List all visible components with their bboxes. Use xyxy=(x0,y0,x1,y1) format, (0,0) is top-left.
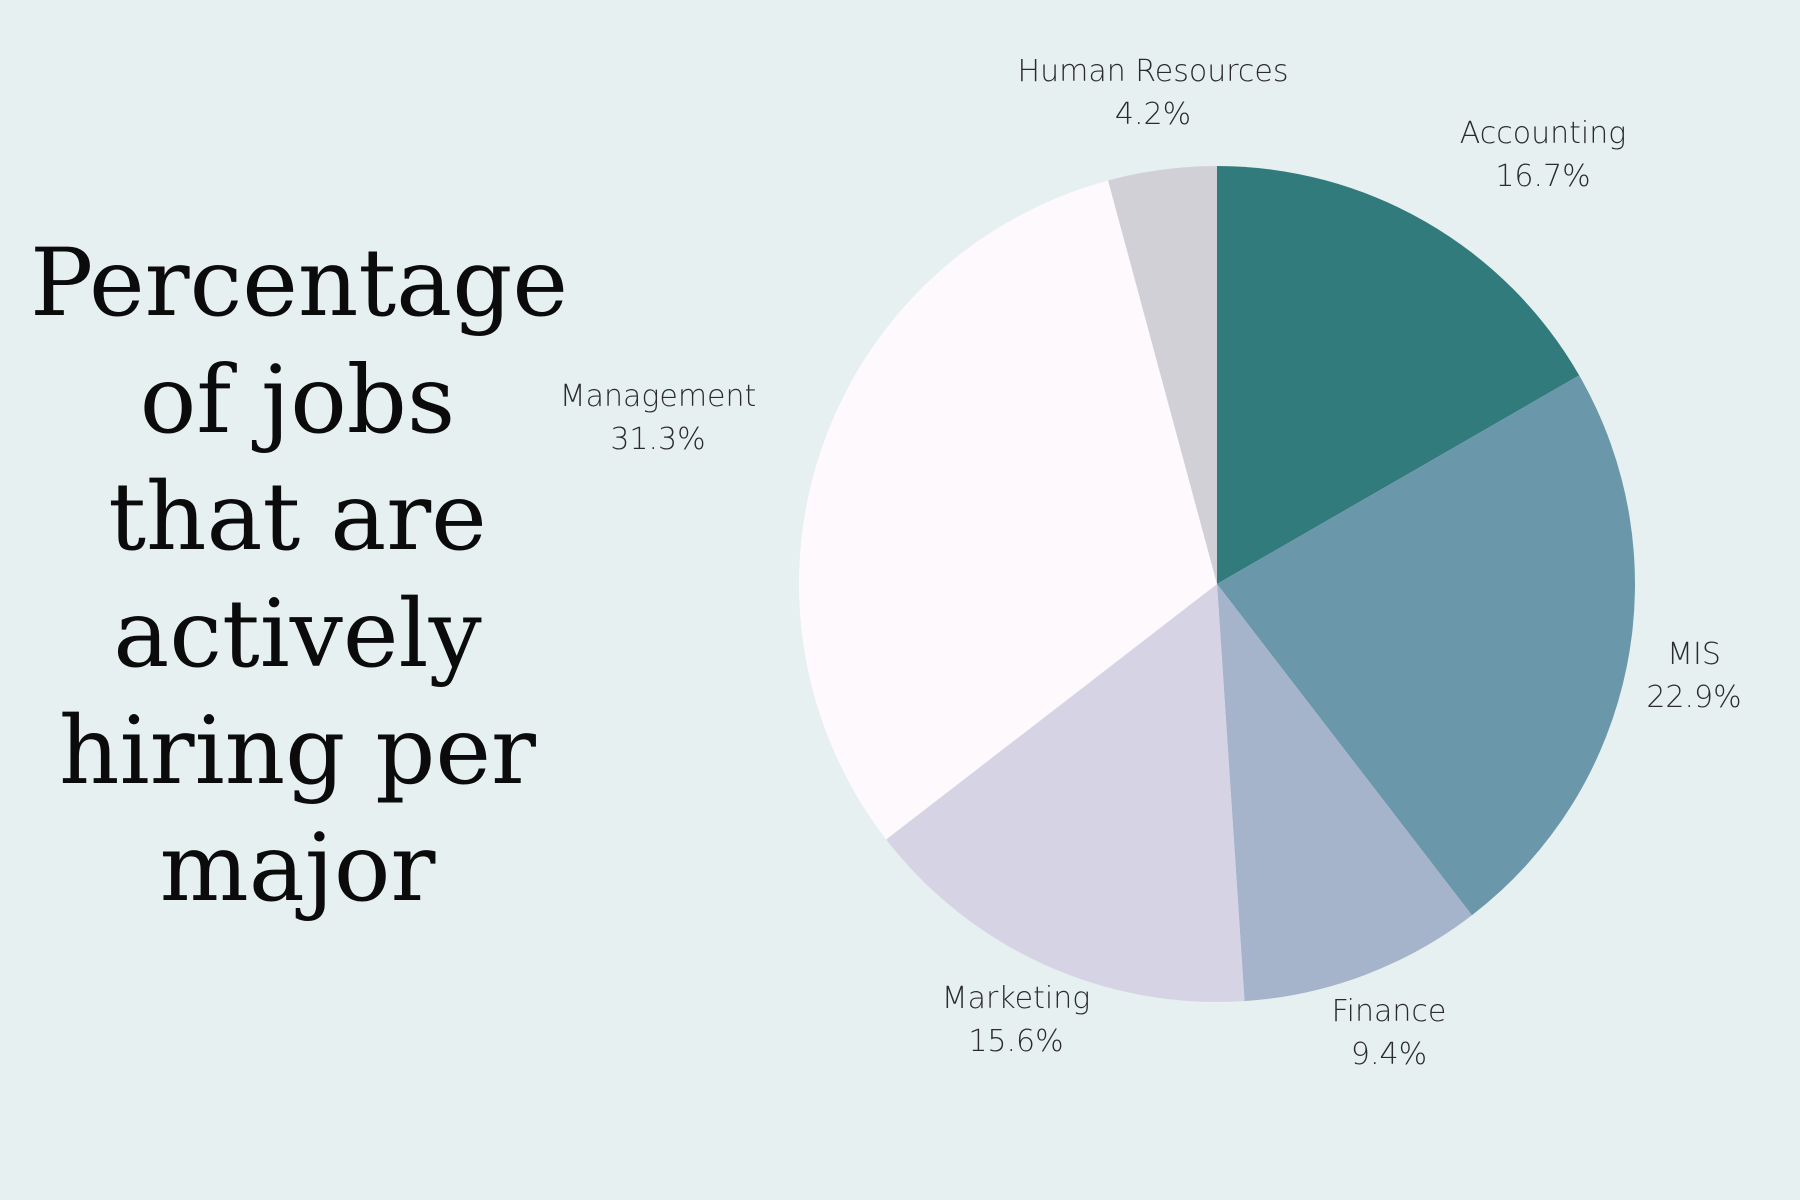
pie-slice-accounting xyxy=(1217,166,1580,584)
slice-value-label: 9.4% xyxy=(1351,1037,1427,1072)
title-line: Percentage xyxy=(30,229,569,338)
slice-name-label: Management xyxy=(560,379,757,414)
chart-title: Percentage of jobs that are actively hir… xyxy=(30,225,569,927)
pie-slice-marketing xyxy=(886,584,1245,1002)
title-line: hiring per xyxy=(59,697,536,806)
slice-value-label: 15.6% xyxy=(968,1024,1063,1059)
slice-name-label: Human Resources xyxy=(1018,54,1289,89)
pie-slice-finance xyxy=(1217,584,1472,1002)
pie-labels: Accounting 16.7% MIS 22.9% Finance 9.4% Market… xyxy=(560,54,1742,1072)
slice-name-label: Finance xyxy=(1332,994,1447,1029)
title-line: major xyxy=(159,814,436,923)
slice-value-label: 31.3% xyxy=(610,422,705,457)
pie-slice-management xyxy=(799,180,1217,840)
title-line: of jobs xyxy=(139,346,456,455)
slice-value-label: 4.2% xyxy=(1115,97,1191,132)
slice-name-label: Marketing xyxy=(942,981,1090,1016)
slice-value-label: 22.9% xyxy=(1646,680,1741,715)
pie-slice-human-resources xyxy=(1108,166,1217,584)
title-line: actively xyxy=(113,580,482,689)
pie-slices xyxy=(799,166,1636,1002)
title-line: that are xyxy=(108,463,487,572)
pie-slice-mis xyxy=(1217,375,1636,916)
slice-name-label: MIS xyxy=(1667,637,1721,672)
slice-value-label: 16.7% xyxy=(1495,159,1590,194)
slice-name-label: Accounting xyxy=(1460,116,1626,151)
